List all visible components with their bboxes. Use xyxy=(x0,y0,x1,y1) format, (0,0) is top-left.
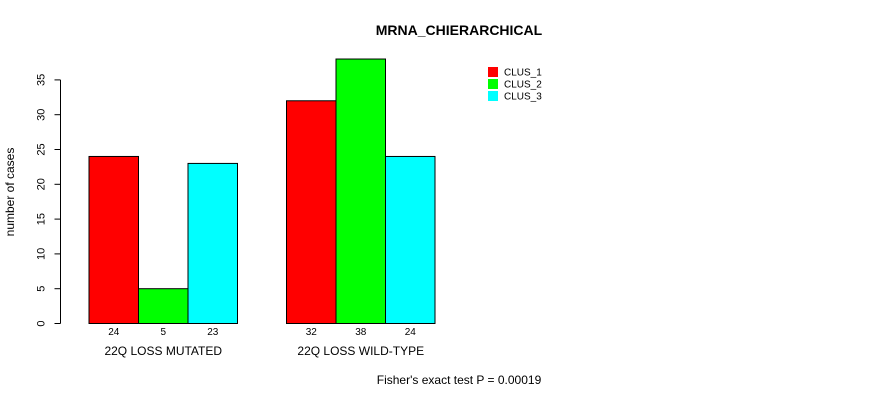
bars: 24 5 23 22Q LOSS MUTATED 32 38 24 22Q LOSS WILD… xyxy=(88,58,436,358)
legend-label: CLUS_3 xyxy=(504,92,542,103)
legend-swatch xyxy=(488,67,498,77)
y-tick-label: 35 xyxy=(35,74,47,86)
bar-clus-1-group-1 xyxy=(88,155,139,324)
y-tick-label: 0 xyxy=(35,320,47,326)
bar-clus-1-group-2 xyxy=(286,100,337,324)
bar-count-label: 5 xyxy=(160,327,166,338)
y-tick-label: 15 xyxy=(35,213,47,225)
bar-count-label: 38 xyxy=(355,327,367,338)
bar-count-label: 24 xyxy=(108,327,120,338)
legend-label: CLUS_2 xyxy=(504,80,542,91)
category-label: 22Q LOSS MUTATED xyxy=(104,344,222,358)
fisher-test-footnote: Fisher's exact test P = 0.00019 xyxy=(377,373,542,387)
y-tick-label: 25 xyxy=(35,143,47,155)
y-tick-label: 10 xyxy=(35,248,47,260)
y-tick-label: 20 xyxy=(35,178,47,190)
legend-swatch xyxy=(488,91,498,101)
y-axis: 0 5 10 15 20 25 30 35 xyxy=(35,74,61,327)
legend-label: CLUS_1 xyxy=(504,68,542,79)
y-tick-label: 5 xyxy=(35,286,47,292)
y-tick-label: 30 xyxy=(35,109,47,121)
bar-count-label: 24 xyxy=(405,327,417,338)
bar-clus-3-group-1 xyxy=(187,162,238,324)
chart-title: MRNA_CHIERARCHICAL xyxy=(376,22,543,38)
bar-clus-3-group-2 xyxy=(385,155,436,324)
category-label: 22Q LOSS WILD-TYPE xyxy=(297,344,424,358)
legend-swatch xyxy=(488,79,498,89)
bar-count-label: 32 xyxy=(306,327,318,338)
bar-count-label: 23 xyxy=(207,327,219,338)
bar-clus-2-group-2 xyxy=(335,58,386,325)
y-axis-label: number of cases xyxy=(3,148,17,237)
bar-clus-2-group-1 xyxy=(138,288,189,325)
